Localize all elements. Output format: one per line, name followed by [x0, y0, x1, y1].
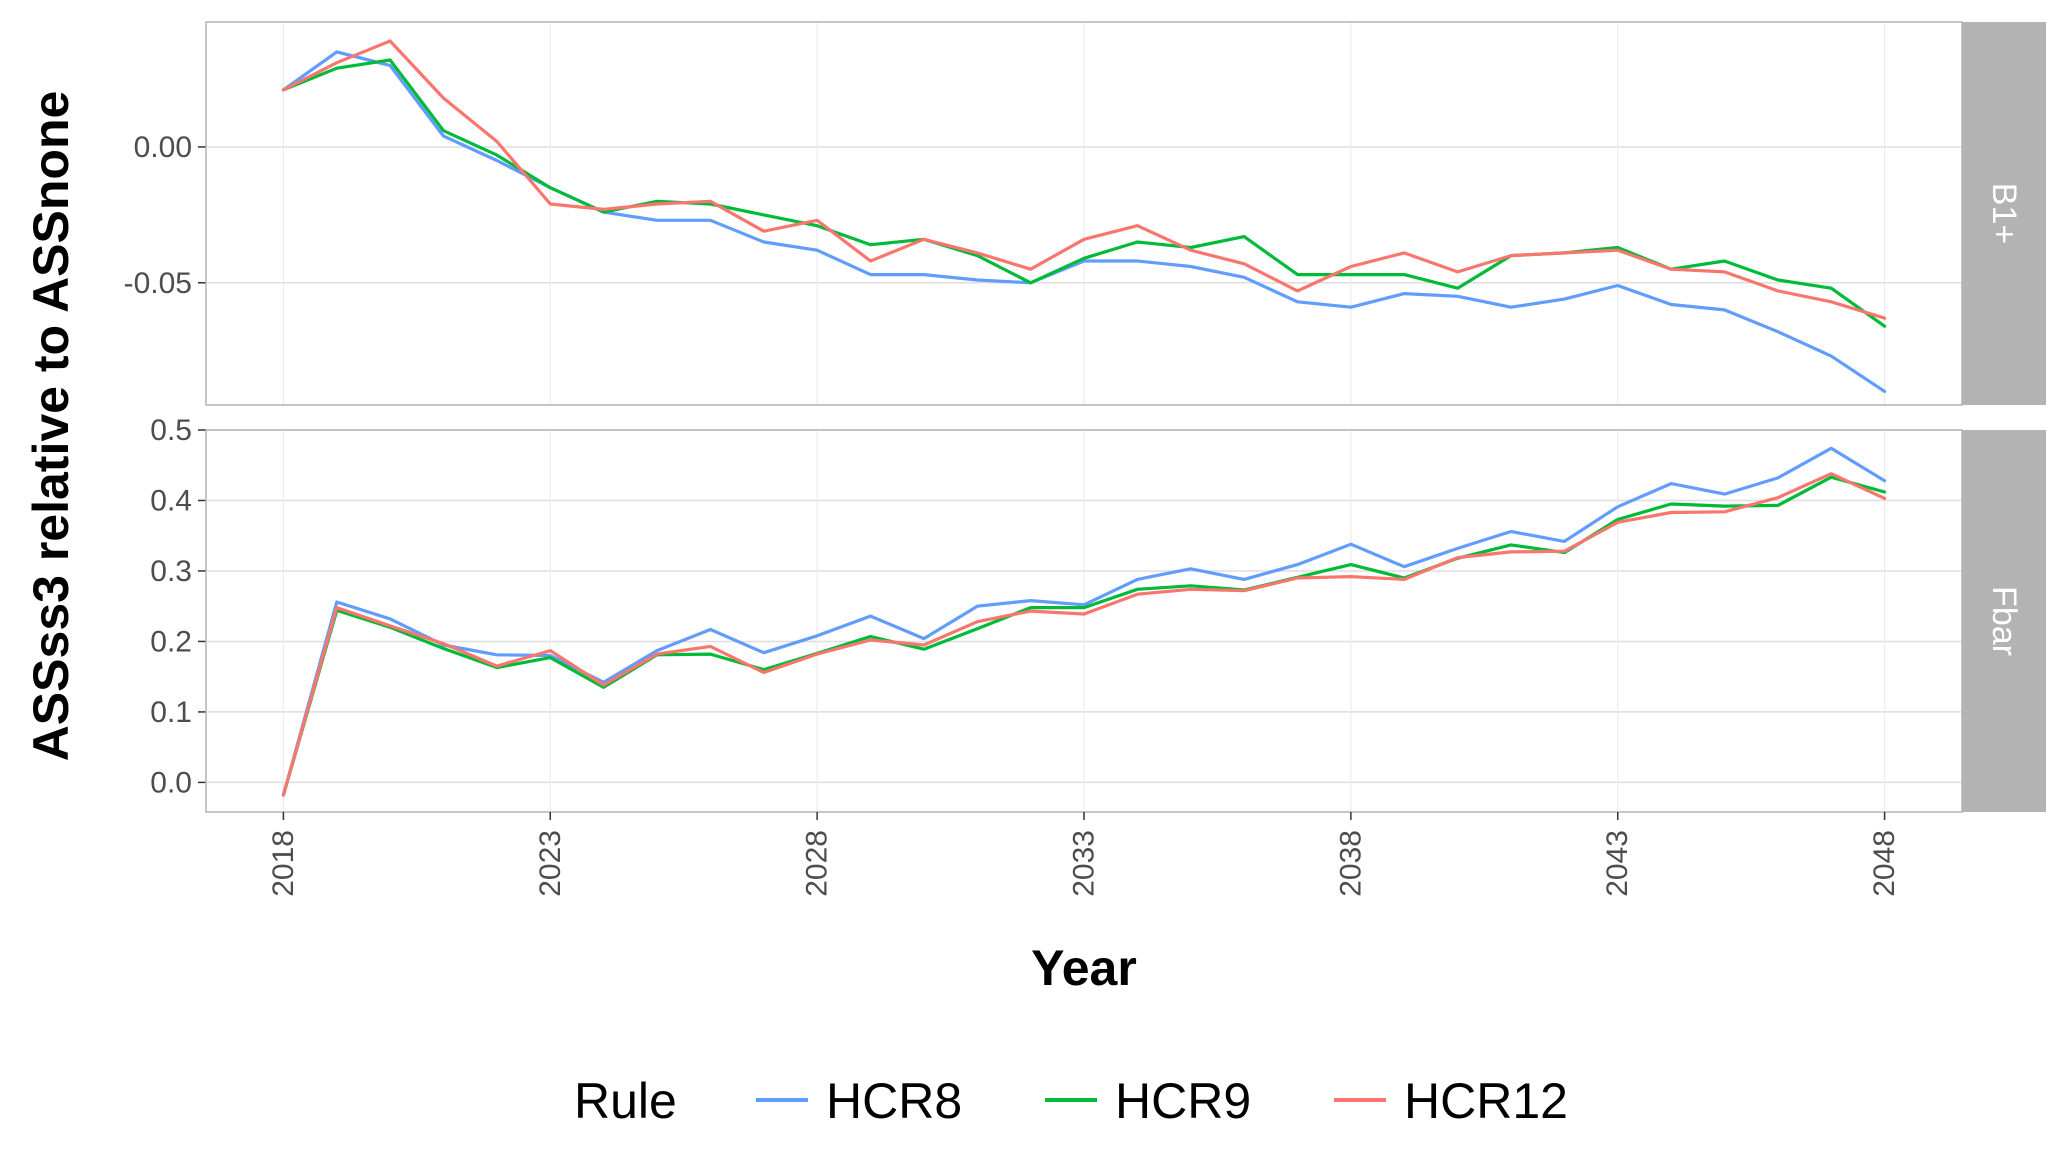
facet-strip: [1962, 430, 2046, 812]
facet-strip-label: Fbar: [1985, 586, 2023, 656]
x-tick-label: 2038: [1334, 830, 1367, 897]
y-tick-label: 0.4: [150, 484, 192, 517]
legend-label: HCR12: [1404, 1073, 1568, 1129]
legend-label: HCR8: [826, 1073, 962, 1129]
y-tick-label: 0.1: [150, 696, 192, 729]
facet-strip: [1962, 22, 2046, 405]
series-line-hcr8-fbar: [281, 446, 1887, 797]
x-axis-title: Year: [1031, 940, 1137, 996]
series-line-hcr12-fbar: [281, 472, 1887, 797]
y-tick-label: 0.5: [150, 414, 192, 447]
series-line-hcr9-fbar: [281, 475, 1887, 797]
legend-item-hcr8: HCR8: [756, 1073, 962, 1129]
panel-b1: 0.00 -0.05 B1+: [124, 21, 2046, 406]
panel-fbar: 0.0 0.1 0.2 0.3 0.4 0.5 Fbar: [150, 414, 2046, 813]
series-line-hcr9-b1: [281, 58, 1887, 328]
y-tick-label: 0.0: [150, 766, 192, 799]
x-tick-label: 2048: [1868, 830, 1901, 897]
y-tick-label: 0.3: [150, 555, 192, 588]
legend: Rule HCR8 HCR9 HCR12: [574, 1073, 1568, 1129]
y-axis-title: ASSss3 relative to ASSnone: [23, 91, 79, 762]
legend-item-hcr9: HCR9: [1045, 1073, 1251, 1129]
x-axis: 2018 2023 2028 2033 2038 2043 2048: [267, 812, 1901, 897]
panels-layer: 0.00 -0.05 B1+ 0.0 0.1 0.2 0.3 0.4 0.5 Fbar: [124, 21, 2046, 813]
legend-item-hcr12: HCR12: [1334, 1073, 1568, 1129]
legend-title: Rule: [574, 1073, 677, 1129]
legend-label: HCR9: [1115, 1073, 1251, 1129]
series-line-hcr12-b1: [281, 39, 1887, 320]
legend-items: HCR8 HCR9 HCR12: [756, 1073, 1568, 1129]
x-tick-label: 2028: [801, 830, 834, 897]
y-tick-label: 0.00: [134, 131, 192, 164]
x-tick-label: 2033: [1068, 830, 1101, 897]
y-tick-label: 0.2: [150, 625, 192, 658]
x-tick-label: 2023: [534, 830, 567, 897]
x-tick-label: 2018: [267, 830, 300, 897]
x-tick-label: 2043: [1601, 830, 1634, 897]
facet-strip-label: B1+: [1985, 183, 2023, 244]
y-tick-label: -0.05: [124, 267, 192, 300]
